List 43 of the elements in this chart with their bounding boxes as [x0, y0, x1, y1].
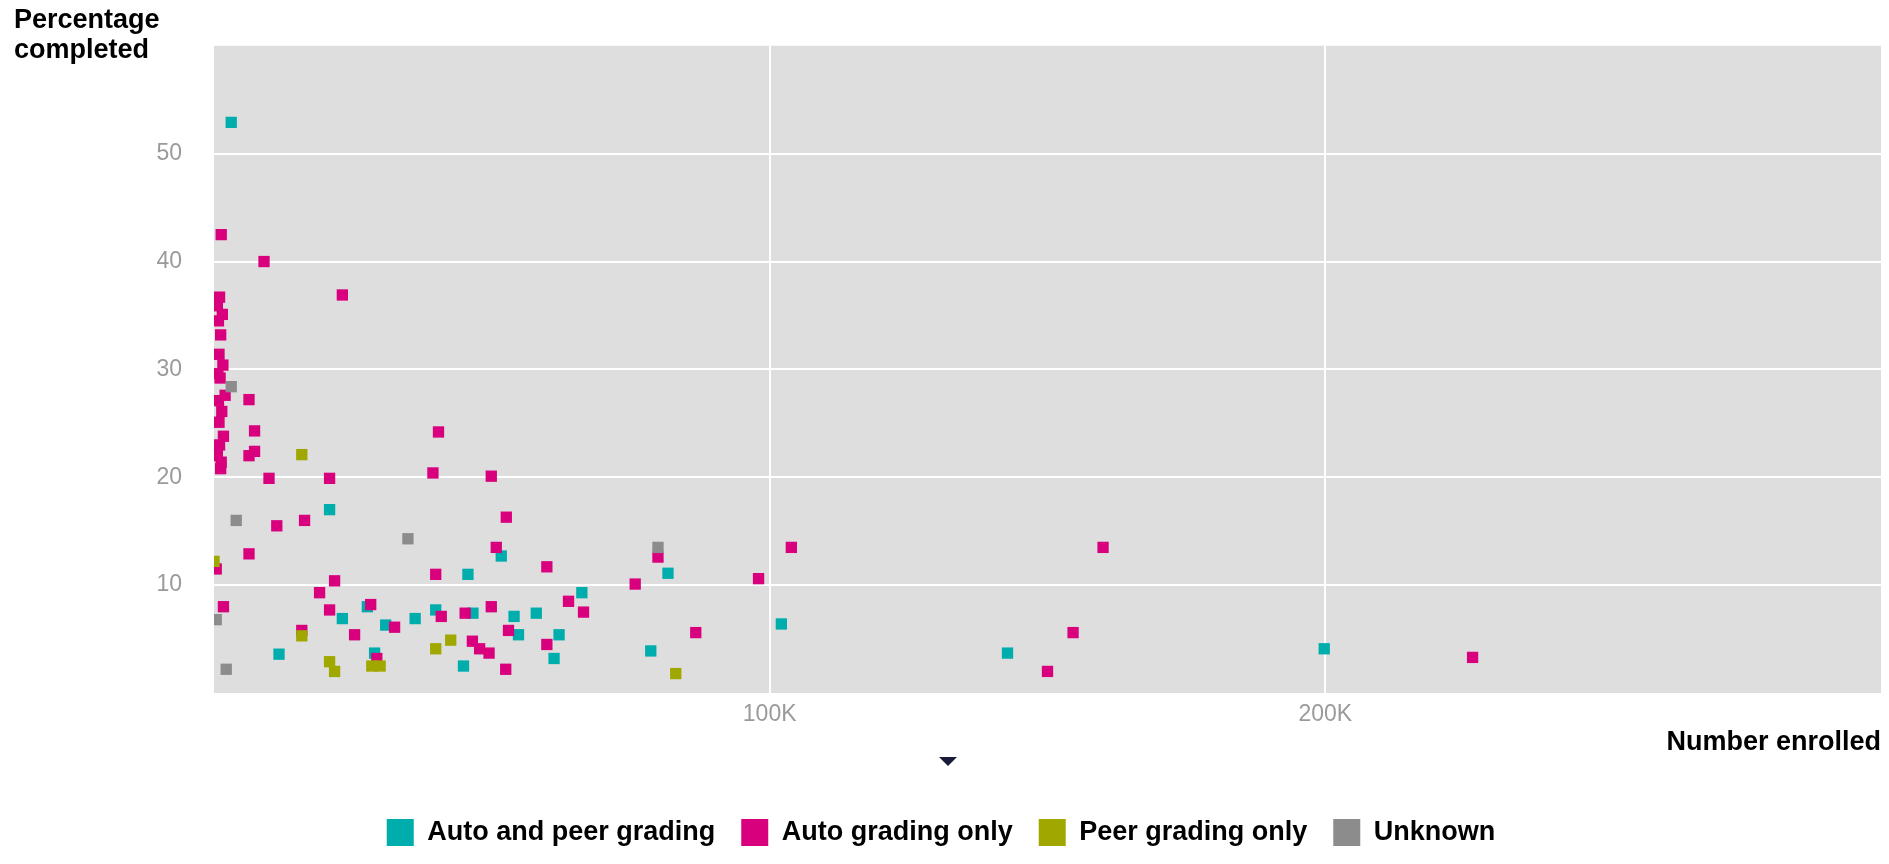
legend-label: Peer grading only	[1079, 815, 1308, 846]
point	[374, 660, 386, 672]
point	[225, 116, 237, 129]
point	[323, 503, 336, 516]
point	[662, 567, 674, 579]
point	[775, 618, 787, 630]
point	[553, 629, 565, 641]
y-tick-label: 10	[156, 570, 182, 597]
point	[323, 656, 336, 668]
point	[548, 652, 560, 665]
legend-label: Unknown	[1373, 815, 1496, 846]
point	[670, 667, 682, 680]
point	[296, 630, 308, 642]
y-tick-label: 50	[156, 139, 182, 166]
point	[328, 665, 341, 678]
y-tick-label: 20	[156, 462, 182, 489]
point	[508, 610, 520, 623]
point	[457, 660, 470, 672]
point	[652, 541, 664, 554]
point	[430, 643, 442, 655]
point	[220, 663, 232, 675]
legend-label: Auto and peer grading	[427, 815, 716, 846]
point	[409, 612, 421, 625]
legend-label: Auto grading only	[781, 815, 1013, 846]
point	[273, 648, 285, 660]
point	[462, 568, 474, 580]
point	[1318, 643, 1330, 655]
point	[530, 607, 542, 619]
y-tick-label: 40	[156, 246, 182, 273]
point	[225, 381, 237, 393]
point	[576, 587, 588, 599]
point	[1001, 647, 1014, 659]
point	[230, 514, 242, 527]
x-tick-label: 200K	[1298, 700, 1353, 727]
x-axis-title: Number enrolled	[1666, 726, 1881, 756]
point	[296, 448, 308, 461]
point	[336, 612, 349, 625]
y-tick-label: 30	[156, 354, 182, 381]
x-tick-label: 100K	[742, 700, 798, 727]
point	[402, 533, 414, 545]
y-axis-title: Percentage completed	[14, 4, 161, 64]
point	[645, 645, 657, 657]
point	[445, 634, 457, 646]
